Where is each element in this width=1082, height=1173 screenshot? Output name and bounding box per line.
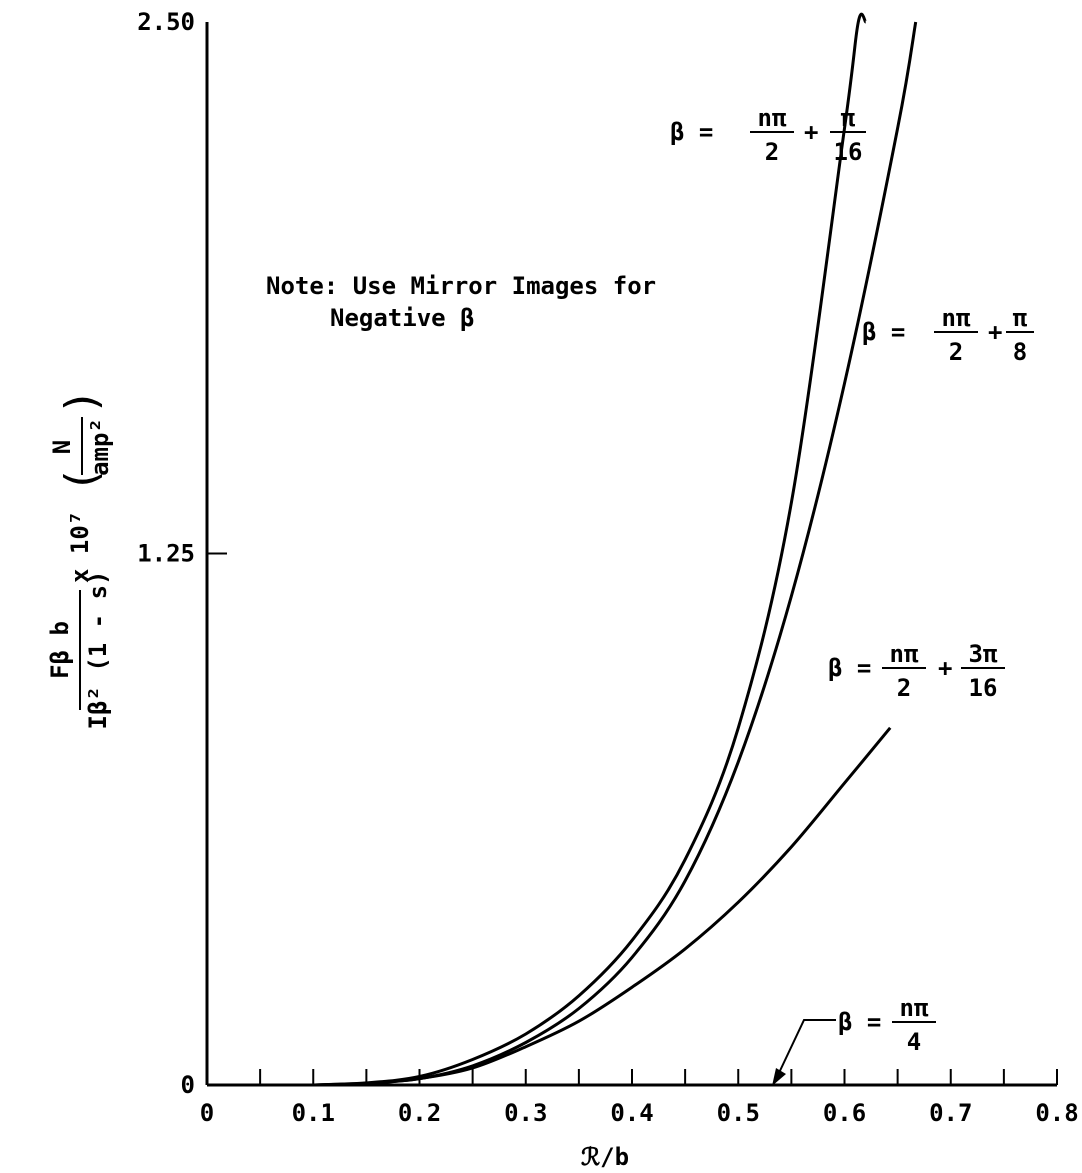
x-tick-label: 0 xyxy=(200,1099,214,1127)
curves xyxy=(207,12,1057,1087)
x-ticks: 0 0.1 0.2 0.3 0.4 0.5 0.6 0.7 0.8 xyxy=(200,1069,1079,1127)
series-label-3pi-16-frac1-den: 2 xyxy=(897,674,911,702)
series-label-pi-16-op: + xyxy=(804,118,818,146)
series-label-pi-8-op: + xyxy=(988,318,1002,346)
series-label-3pi-16-frac2-den: 16 xyxy=(969,674,998,702)
curve-pi-16 xyxy=(313,12,868,1087)
curve-3pi-16 xyxy=(313,726,892,1087)
y-ticks: 0 1.25 2.50 xyxy=(137,8,227,1099)
note: Note: Use Mirror Images for Negative β xyxy=(266,270,656,334)
series-label-pi-4-arrowhead xyxy=(772,1068,786,1086)
series-label-3pi-16-op: + xyxy=(938,654,952,682)
y-tick-label: 0 xyxy=(181,1071,195,1099)
y-label-multiplier: x 10⁷ xyxy=(66,511,94,583)
x-axis-title: ℛ/b xyxy=(581,1143,629,1171)
series-label-pi-8-frac2-den: 8 xyxy=(1013,338,1027,366)
series-label-pi-4-prefix: β = xyxy=(838,1008,881,1036)
series-label-pi-16-prefix: β = xyxy=(670,118,713,146)
x-tick-label: 0.6 xyxy=(823,1099,866,1127)
series-label-pi-4-frac1-den: 4 xyxy=(907,1028,921,1056)
series-label-3pi-16-prefix: β = xyxy=(828,654,871,682)
series-label-pi-8-frac1-den: 2 xyxy=(949,338,963,366)
y-tick-label: 1.25 xyxy=(137,540,195,568)
series-label-pi-16: β = nπ 2 + π 16 xyxy=(670,104,866,166)
y-label-unit-numerator: N xyxy=(48,440,76,454)
series-label-pi-16-frac2-num: π xyxy=(841,104,856,132)
series-label-3pi-16: β = nπ 2 + 3π 16 xyxy=(828,640,1005,702)
series-label-pi-8-frac2-num: π xyxy=(1013,304,1028,332)
x-tick-label: 0.2 xyxy=(398,1099,441,1127)
note-line-1: Note: Use Mirror Images for xyxy=(266,272,657,300)
series-label-pi-8-prefix: β = xyxy=(862,318,905,346)
y-label-numerator: Fβ b xyxy=(46,621,74,679)
series-label-3pi-16-frac1-num: nπ xyxy=(890,640,919,668)
y-axis-title: Fβ b Iβ² (1 - s) x 10⁷ ( N amp² ) xyxy=(46,389,114,730)
series-label-pi-16-frac1-num: nπ xyxy=(758,104,787,132)
note-line-2: Negative β xyxy=(330,304,475,332)
series-label-pi-4-leader xyxy=(777,1019,836,1076)
series-label-pi-8-frac1-num: nπ xyxy=(942,304,971,332)
series-label-pi-4: β = nπ 4 xyxy=(838,994,936,1056)
x-tick-label: 0.1 xyxy=(292,1099,335,1127)
series-label-3pi-16-frac2-num: 3π xyxy=(969,640,998,668)
x-tick-label: 0.8 xyxy=(1035,1099,1078,1127)
y-label-paren-close: ) xyxy=(56,389,107,416)
series-label-pi-8: β = nπ 2 + π 8 xyxy=(862,304,1034,366)
y-tick-label: 2.50 xyxy=(137,8,195,36)
series-label-pi-4-frac1-num: nπ xyxy=(900,994,929,1022)
x-tick-label: 0.4 xyxy=(610,1099,653,1127)
x-tick-label: 0.3 xyxy=(504,1099,547,1127)
x-tick-label: 0.7 xyxy=(929,1099,972,1127)
curve-pi-8 xyxy=(313,21,918,1087)
series-label-pi-16-frac1-den: 2 xyxy=(765,138,779,166)
y-label-denominator: Iβ² (1 - s) xyxy=(84,571,112,730)
series-label-pi-16-frac2-den: 16 xyxy=(834,138,863,166)
y-label-unit-denominator: amp² xyxy=(86,418,114,476)
x-tick-label: 0.5 xyxy=(717,1099,760,1127)
